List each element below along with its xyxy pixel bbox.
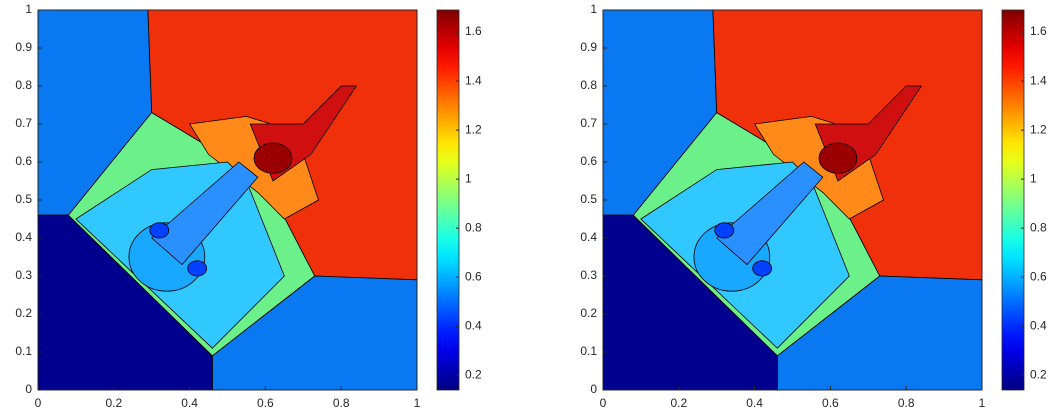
y-tick-label: 0.5 bbox=[580, 192, 597, 206]
colorbar-tick-label: 0.2 bbox=[1030, 367, 1047, 381]
colorbar bbox=[1001, 9, 1025, 391]
region bbox=[149, 222, 170, 239]
region bbox=[752, 260, 773, 277]
region bbox=[714, 222, 735, 239]
colorbar-tick-label: 0.6 bbox=[465, 269, 482, 283]
x-tick-label: 0 bbox=[35, 396, 42, 410]
x-tick-label: 0.8 bbox=[898, 396, 915, 410]
colorbar-tick-label: 0.8 bbox=[465, 220, 482, 234]
colorbar-tick-label: 1.6 bbox=[1030, 24, 1047, 38]
x-tick-label: 1 bbox=[414, 396, 421, 410]
colorbar-tick-label: 1.6 bbox=[465, 24, 482, 38]
x-tick-label: 0.6 bbox=[257, 396, 274, 410]
colorbar-tick-label: 0.4 bbox=[465, 318, 482, 332]
y-tick-label: 0.4 bbox=[15, 230, 32, 244]
y-tick-label: 0.9 bbox=[15, 40, 32, 54]
y-tick-label: 0.3 bbox=[580, 268, 597, 282]
region bbox=[818, 142, 858, 174]
colorbar-tick-label: 1 bbox=[1030, 171, 1037, 185]
y-tick-label: 1 bbox=[590, 2, 597, 16]
y-tick-label: 0.8 bbox=[580, 78, 597, 92]
region bbox=[253, 142, 293, 174]
contour-plot bbox=[602, 9, 983, 391]
x-tick-label: 0 bbox=[600, 396, 607, 410]
x-tick-label: 0.8 bbox=[333, 396, 350, 410]
region bbox=[151, 161, 259, 266]
y-tick-label: 0 bbox=[590, 382, 597, 396]
colorbar-tick-label: 1.4 bbox=[465, 73, 482, 87]
region bbox=[187, 260, 208, 277]
colorbar bbox=[436, 9, 460, 391]
x-tick-label: 0.4 bbox=[181, 396, 198, 410]
y-tick-label: 0.1 bbox=[580, 344, 597, 358]
y-tick-label: 0.6 bbox=[15, 154, 32, 168]
y-tick-label: 0.5 bbox=[15, 192, 32, 206]
y-tick-label: 0.7 bbox=[15, 116, 32, 130]
y-tick-label: 0.6 bbox=[580, 154, 597, 168]
x-tick-label: 0.6 bbox=[822, 396, 839, 410]
y-tick-label: 0.2 bbox=[15, 306, 32, 320]
colorbar-tick-label: 0.4 bbox=[1030, 318, 1047, 332]
y-tick-label: 0.9 bbox=[580, 40, 597, 54]
y-tick-label: 0 bbox=[25, 382, 32, 396]
y-tick-label: 1 bbox=[25, 2, 32, 16]
y-tick-label: 0.7 bbox=[580, 116, 597, 130]
y-tick-label: 0.4 bbox=[580, 230, 597, 244]
y-tick-label: 0.2 bbox=[580, 306, 597, 320]
colorbar-tick-label: 0.2 bbox=[465, 367, 482, 381]
contour-plot bbox=[37, 9, 418, 391]
x-tick-label: 1 bbox=[979, 396, 986, 410]
colorbar-tick-label: 1 bbox=[465, 171, 472, 185]
y-tick-label: 0.8 bbox=[15, 78, 32, 92]
x-tick-label: 0.2 bbox=[670, 396, 687, 410]
colorbar-tick-label: 0.8 bbox=[1030, 220, 1047, 234]
y-tick-label: 0.3 bbox=[15, 268, 32, 282]
colorbar-tick-label: 1.2 bbox=[465, 122, 482, 136]
colorbar-tick-label: 1.2 bbox=[1030, 122, 1047, 136]
y-tick-label: 0.1 bbox=[15, 344, 32, 358]
colorbar-tick-label: 1.4 bbox=[1030, 73, 1047, 87]
region bbox=[716, 161, 824, 266]
x-tick-label: 0.2 bbox=[105, 396, 122, 410]
colorbar-tick-label: 0.6 bbox=[1030, 269, 1047, 283]
x-tick-label: 0.4 bbox=[746, 396, 763, 410]
